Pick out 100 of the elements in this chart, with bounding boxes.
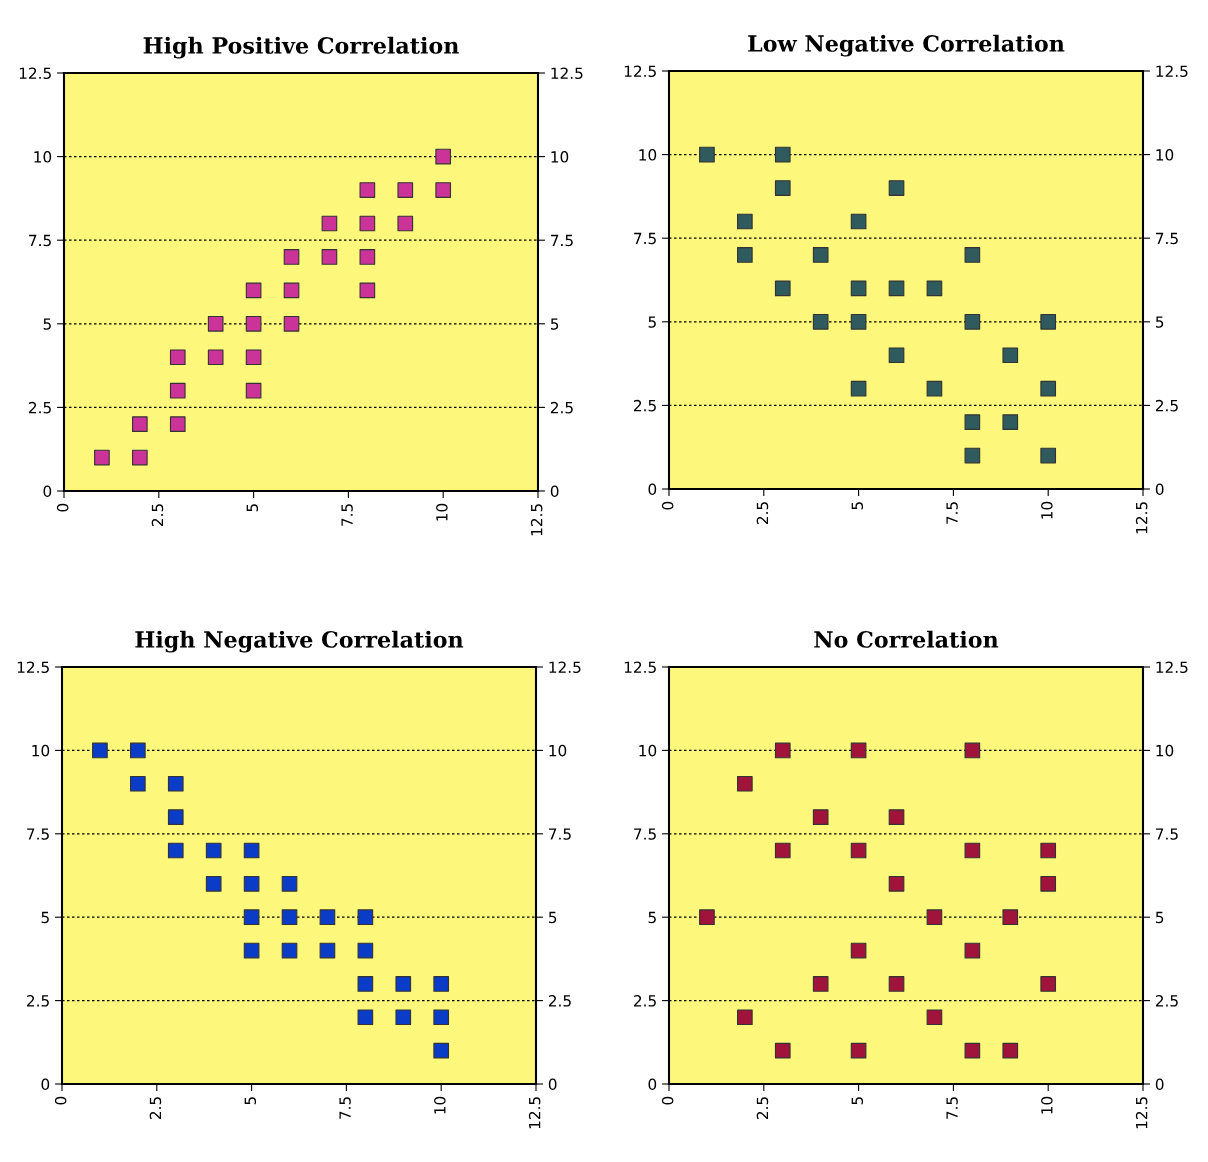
y-tick-label: 12.5 xyxy=(624,65,656,78)
y2-tick-label: 12.5 xyxy=(1156,661,1188,674)
point xyxy=(1040,842,1057,859)
point xyxy=(321,215,338,232)
point xyxy=(774,146,791,163)
point xyxy=(281,876,298,892)
y2-tick-label: 2.5 xyxy=(548,995,571,1007)
point xyxy=(357,1009,374,1026)
point xyxy=(964,942,981,959)
point xyxy=(1002,414,1019,430)
x-tick-label: 7.5 xyxy=(946,1097,958,1119)
point xyxy=(964,247,981,263)
y2-tick-label: 5 xyxy=(548,911,557,924)
point xyxy=(397,215,414,232)
point xyxy=(205,842,222,859)
point xyxy=(926,280,943,297)
point xyxy=(435,148,452,165)
point xyxy=(888,809,905,825)
y-tick-label: 10 xyxy=(32,744,50,757)
point xyxy=(245,282,262,299)
x-tick-label: 0 xyxy=(661,501,674,510)
point xyxy=(964,414,981,430)
point xyxy=(888,180,905,196)
y-tick-label: 0 xyxy=(41,1078,50,1091)
y2-tick-label: 0 xyxy=(1155,483,1164,496)
point xyxy=(245,349,262,366)
y-tick-label: 7.5 xyxy=(27,828,49,840)
point xyxy=(888,976,905,992)
point xyxy=(888,280,905,297)
point xyxy=(207,349,224,366)
x-tick-label: 12.5 xyxy=(530,504,543,536)
point xyxy=(1040,976,1057,992)
chart-title: High Positive Correlation xyxy=(143,36,459,59)
point xyxy=(433,976,450,992)
point xyxy=(92,742,108,759)
y-tick-label: 10 xyxy=(34,151,52,163)
point xyxy=(737,775,753,792)
point xyxy=(850,742,867,759)
point xyxy=(812,247,829,263)
point xyxy=(850,942,867,959)
y2-tick-label: 5 xyxy=(1155,316,1164,328)
point xyxy=(132,449,148,466)
x-tick-label: 0 xyxy=(54,1096,67,1105)
point xyxy=(167,809,184,825)
point xyxy=(699,146,715,163)
y-tick-label: 2.5 xyxy=(27,995,49,1007)
point xyxy=(359,249,376,265)
y2-tick-label: 10 xyxy=(549,744,567,757)
point xyxy=(850,380,867,397)
point xyxy=(812,976,829,992)
point xyxy=(94,449,110,466)
y2-tick-label: 10 xyxy=(551,151,569,163)
y-tick-label: 5 xyxy=(648,316,656,328)
point xyxy=(281,909,298,926)
x-tick-label: 7.5 xyxy=(946,502,958,524)
point xyxy=(205,876,222,892)
point xyxy=(395,976,412,992)
point xyxy=(130,775,146,792)
point xyxy=(737,1009,753,1026)
point xyxy=(774,742,791,759)
x-tick-label: 2.5 xyxy=(756,1097,769,1119)
y2-tick-label: 12.5 xyxy=(549,661,581,674)
point xyxy=(359,215,376,232)
point xyxy=(888,876,905,892)
y-tick-label: 7.5 xyxy=(634,232,656,245)
point xyxy=(1040,876,1057,892)
point xyxy=(812,809,829,825)
point xyxy=(433,1042,450,1059)
point xyxy=(319,909,336,926)
x-tick-label: 7.5 xyxy=(341,504,353,526)
y-tick-label: 0 xyxy=(648,483,657,496)
x-tick-label: 5 xyxy=(851,502,864,510)
point xyxy=(737,247,753,263)
point xyxy=(964,1042,981,1059)
point xyxy=(281,942,298,959)
point xyxy=(169,416,186,432)
point xyxy=(359,182,376,198)
point xyxy=(774,180,791,196)
point xyxy=(1002,1042,1019,1059)
x-tick-label: 10 xyxy=(1041,1096,1053,1114)
y-tick-label: 5 xyxy=(41,911,49,924)
y2-tick-label: 7.5 xyxy=(1156,232,1178,245)
y2-tick-label: 2.5 xyxy=(550,401,573,414)
y2-tick-label: 2.5 xyxy=(1155,995,1178,1007)
point xyxy=(964,742,981,759)
y2-tick-label: 0 xyxy=(548,1078,557,1091)
x-tick-label: 0 xyxy=(56,503,69,512)
point xyxy=(699,909,715,926)
point xyxy=(435,182,452,198)
point xyxy=(964,447,981,464)
point xyxy=(397,182,414,198)
x-tick-label: 5 xyxy=(246,504,259,512)
x-tick-label: 12.5 xyxy=(1135,1097,1148,1129)
point xyxy=(850,313,867,330)
y-tick-label: 0 xyxy=(43,485,52,498)
x-tick-label: 2.5 xyxy=(756,502,769,524)
point xyxy=(888,347,905,364)
x-tick-label: 12.5 xyxy=(1135,502,1148,534)
chart-title: No Correlation xyxy=(814,630,999,648)
point xyxy=(167,775,184,792)
